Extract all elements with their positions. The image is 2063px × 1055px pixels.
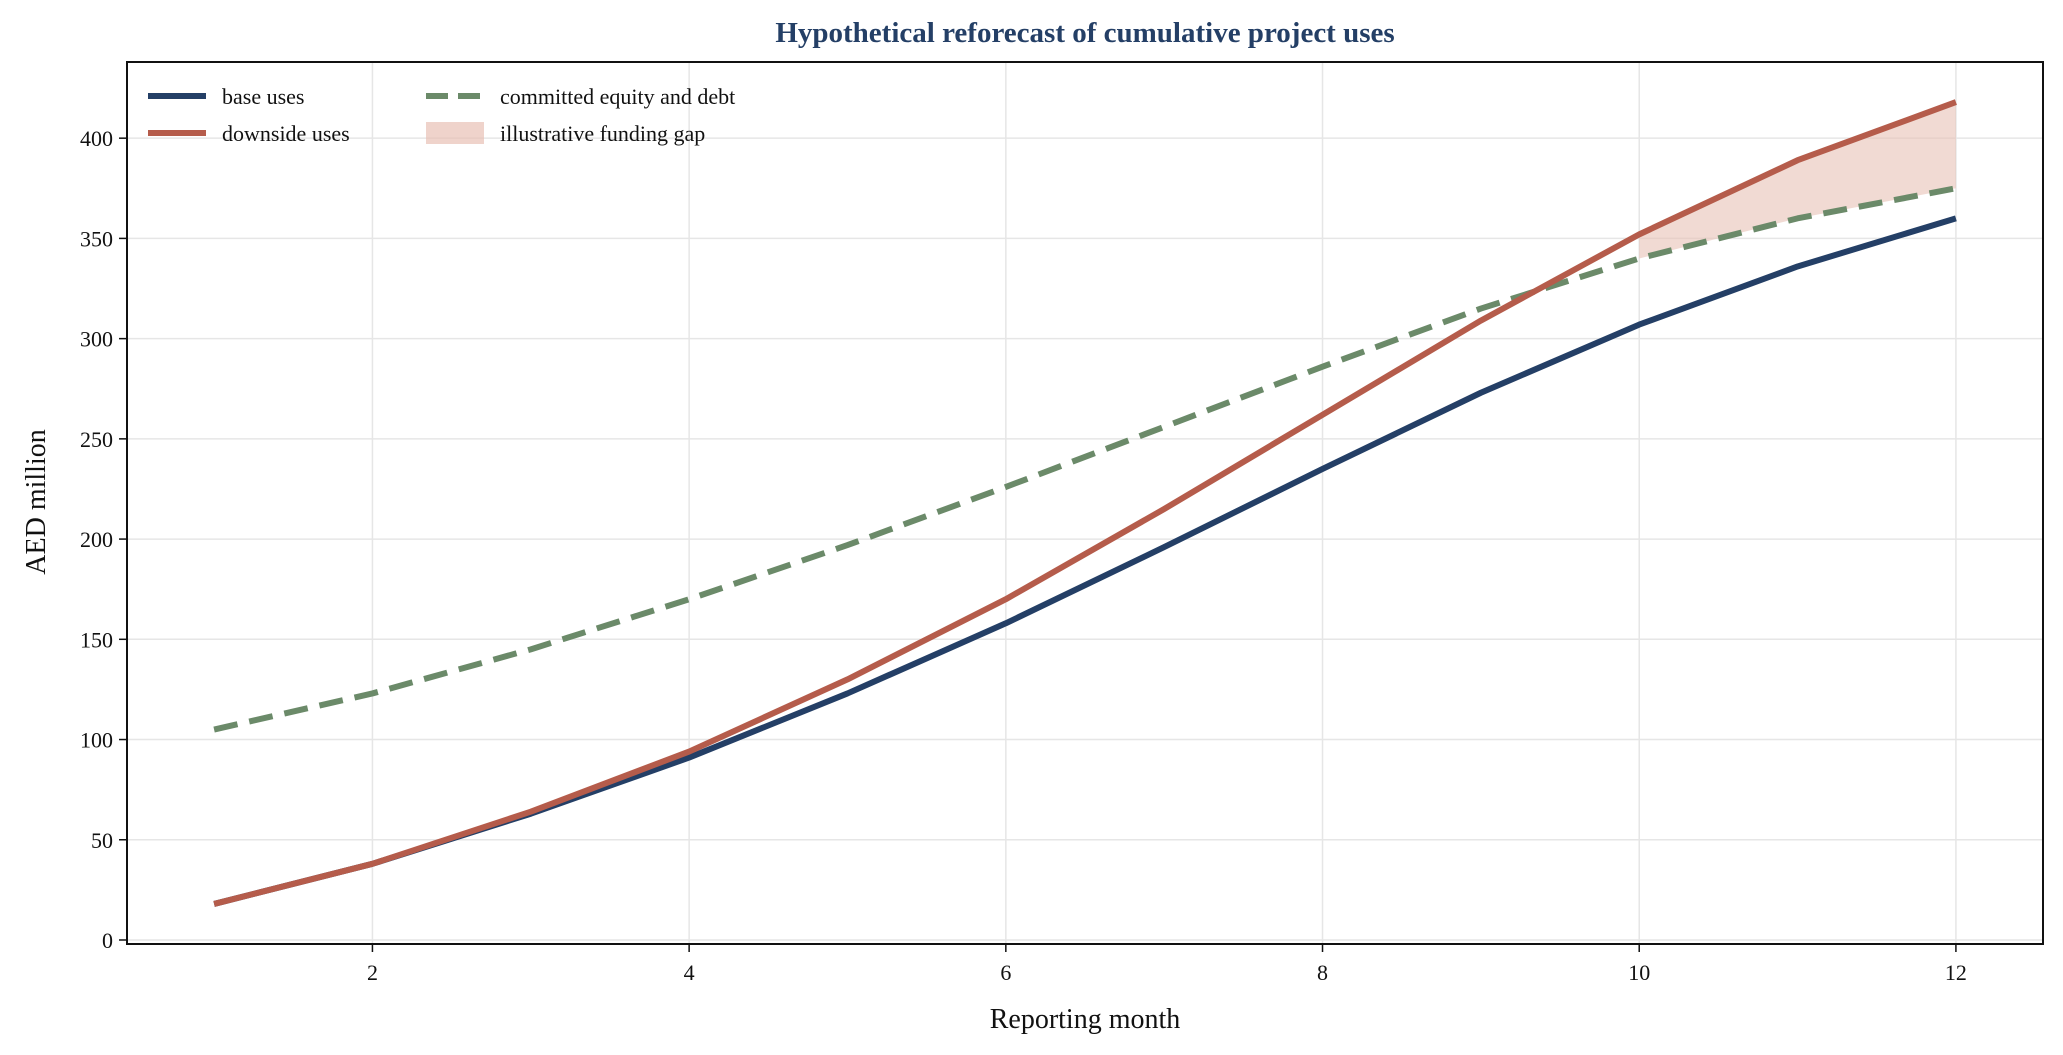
series-line-base-uses — [213, 215, 1957, 907]
series-line-committed-equity-and-debt — [213, 185, 1957, 733]
legend-label: downside uses — [222, 121, 350, 146]
x-tick-label: 10 — [1628, 960, 1650, 985]
y-tick-label: 50 — [91, 828, 113, 853]
plot-frame — [126, 61, 2044, 945]
y-axis-title: AED million — [21, 429, 52, 574]
series-line-downside-uses — [213, 99, 1957, 907]
x-tick-label: 8 — [1317, 960, 1328, 985]
y-tick-label: 150 — [80, 627, 113, 652]
axis-ticks: 2 4 6 8 10 12 0 50 100 150 200 250 300 350 400 — [80, 126, 1967, 985]
funding-gap-fill — [1639, 102, 1956, 259]
x-tick-label: 2 — [367, 960, 378, 985]
funding-gap-area — [1639, 102, 1956, 259]
x-tick-label: 4 — [684, 960, 695, 985]
legend-swatch — [426, 122, 484, 144]
y-tick-label: 400 — [80, 126, 113, 151]
y-tick-label: 100 — [80, 728, 113, 753]
legend-label: base uses — [222, 84, 304, 109]
x-tick-label: 12 — [1945, 960, 1967, 985]
y-tick-label: 250 — [80, 427, 113, 452]
y-tick-label: 350 — [80, 226, 113, 251]
chart-title: Hypothetical reforecast of cumulative pr… — [775, 17, 1394, 49]
y-tick-label: 200 — [80, 527, 113, 552]
series-lines — [213, 99, 1957, 907]
x-axis-title: Reporting month — [990, 1004, 1181, 1035]
x-tick-label: 6 — [1000, 960, 1011, 985]
y-tick-label: 300 — [80, 327, 113, 352]
legend-label: committed equity and debt — [500, 84, 735, 109]
legend: base uses downside uses committed equity a… — [148, 84, 735, 146]
legend-label: illustrative funding gap — [500, 121, 705, 146]
y-tick-label: 0 — [102, 928, 113, 953]
